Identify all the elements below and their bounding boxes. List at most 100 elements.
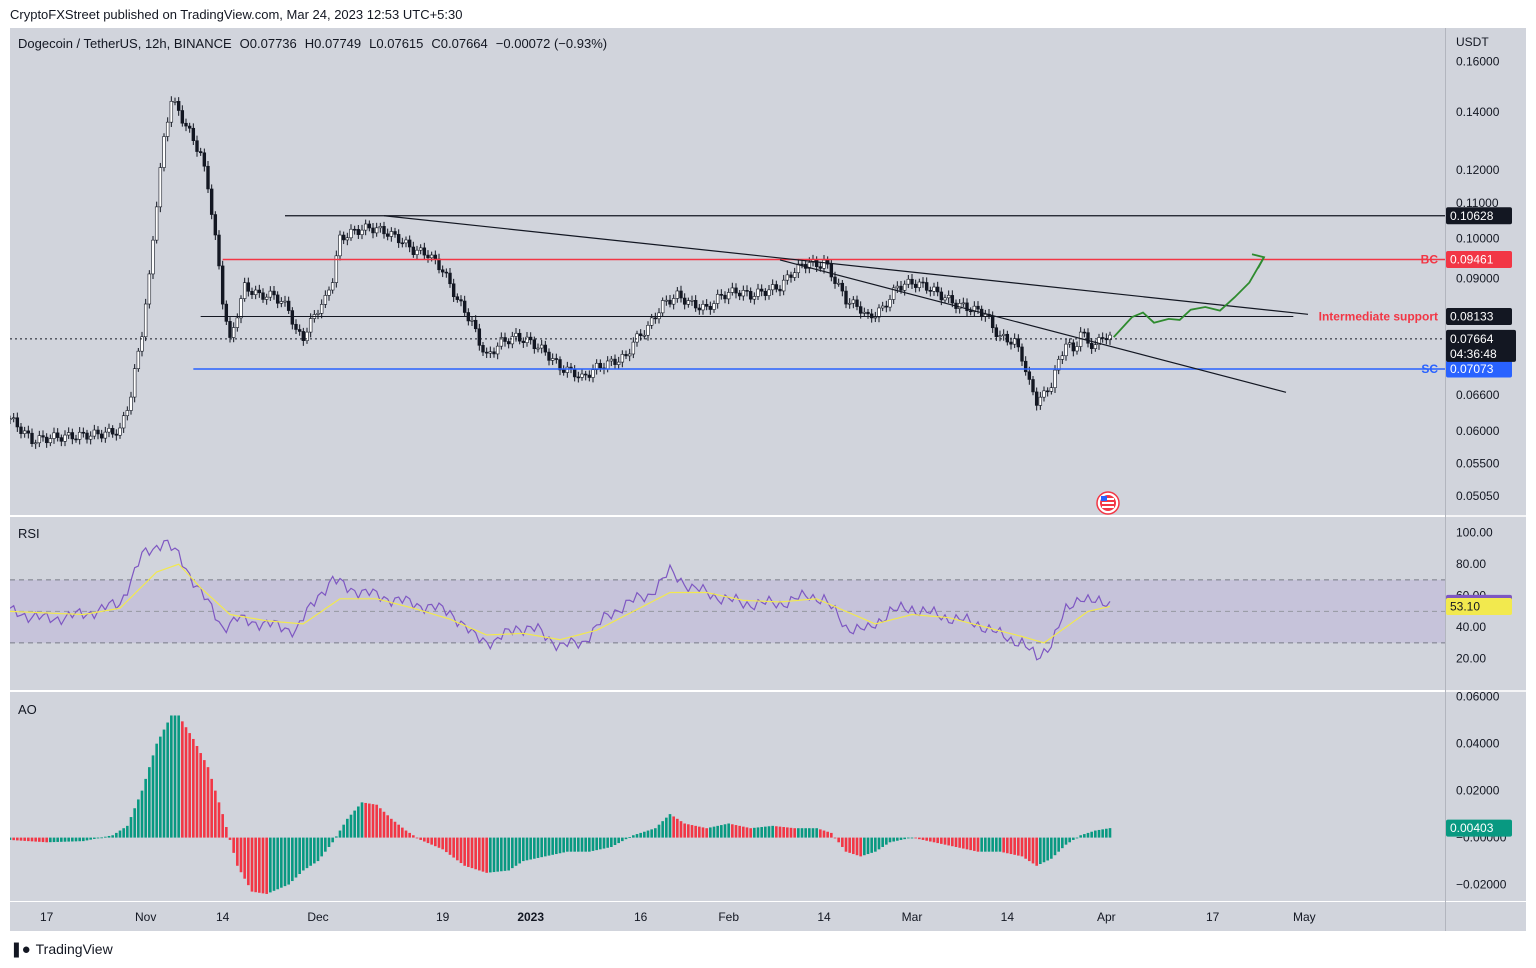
- ao-bar: [225, 827, 228, 838]
- candle: [279, 297, 284, 308]
- ao-bar: [74, 837, 78, 842]
- ao-bar: [294, 837, 298, 878]
- bc-price-badge[interactable]: 0.09461: [1446, 251, 1512, 269]
- candle: [374, 222, 379, 237]
- candle: [422, 242, 427, 260]
- price-pane[interactable]: [10, 28, 1445, 515]
- ao-bar: [731, 824, 734, 838]
- ao-pane[interactable]: [10, 692, 1445, 901]
- candle: [191, 123, 196, 146]
- ao-bar: [214, 790, 217, 838]
- ao-bar: [199, 753, 202, 838]
- candle: [1020, 343, 1024, 367]
- ao-bar: [1064, 837, 1068, 845]
- ao-bar: [533, 837, 536, 859]
- ao-bar: [1075, 837, 1079, 839]
- candle: [759, 284, 764, 297]
- ao-bar: [342, 824, 345, 838]
- ao-bar: [181, 721, 184, 838]
- ao-bar: [738, 825, 741, 838]
- ao-bar: [78, 837, 81, 842]
- change-value: −0.00072 (−0.93%): [496, 36, 607, 51]
- ao-value-badge[interactable]: 0.00403: [1446, 819, 1512, 837]
- intermediate-support-price-badge[interactable]: 0.08133: [1446, 307, 1512, 325]
- ao-bar: [368, 803, 371, 838]
- ao-bar: [217, 802, 221, 838]
- svg-text:04:36:48: 04:36:48: [1450, 347, 1497, 361]
- candle: [858, 301, 863, 319]
- rsi-pane[interactable]: [10, 517, 1445, 690]
- candle: [327, 286, 331, 301]
- tradingview-logo-icon: ❚●: [10, 941, 31, 958]
- ao-bar: [819, 829, 822, 838]
- tradingview-chart[interactable]: Dogecoin / TetherUS, 12h, BINANCE O0.0773…: [8, 28, 1526, 931]
- ao-bar: [540, 837, 543, 858]
- price-tick: 0.05050: [1456, 489, 1500, 503]
- sc-price-badge[interactable]: 0.07073: [1446, 360, 1512, 378]
- chart-container[interactable]: Dogecoin / TetherUS, 12h, BINANCE O0.0773…: [8, 28, 1526, 931]
- range-high-price-badge[interactable]: 0.10628: [1446, 207, 1512, 225]
- ao-bar: [709, 827, 712, 838]
- ao-bar: [888, 837, 892, 843]
- footer-brand[interactable]: ❚● TradingView: [10, 940, 113, 958]
- ao-bar: [1013, 837, 1016, 855]
- ao-label[interactable]: AO: [18, 702, 37, 717]
- candle: [349, 224, 353, 241]
- candle: [642, 330, 647, 340]
- rsi-ma-value-badge[interactable]: 53.10: [1446, 597, 1512, 615]
- ao-bar: [984, 837, 987, 852]
- candle: [272, 286, 276, 300]
- candle: [1086, 328, 1090, 348]
- ao-bar: [140, 790, 144, 838]
- candle: [30, 428, 34, 447]
- symbol-info[interactable]: Dogecoin / TetherUS, 12h, BINANCE O0.0773…: [18, 36, 607, 51]
- ao-bar: [280, 837, 283, 888]
- candle: [418, 244, 423, 255]
- ao-bar: [313, 837, 316, 864]
- price-axis[interactable]: [1446, 28, 1526, 901]
- candle: [400, 237, 405, 248]
- price-tick: 0.16000: [1456, 55, 1500, 69]
- candle: [1097, 333, 1101, 350]
- candle: [675, 287, 680, 303]
- rsi-label[interactable]: RSI: [18, 526, 40, 541]
- time-tick: Feb: [718, 910, 739, 924]
- ao-bar: [1017, 837, 1020, 856]
- descending-trendline[interactable]: [383, 215, 1309, 315]
- ao-bar: [162, 729, 166, 838]
- candle: [297, 324, 302, 336]
- candle: [363, 219, 368, 236]
- ao-bar: [496, 837, 499, 872]
- candle: [946, 290, 951, 304]
- ao-bar: [239, 837, 243, 873]
- time-tick: 19: [436, 910, 450, 924]
- price-tick: 0.11000: [1456, 196, 1499, 210]
- ao-bar: [804, 828, 807, 838]
- ao-bar: [947, 837, 950, 846]
- time-tick: 2023: [517, 910, 544, 924]
- ao-bar: [742, 826, 745, 838]
- ao-bar: [261, 837, 265, 894]
- candle: [66, 427, 71, 439]
- candle: [15, 412, 20, 432]
- candle: [789, 271, 793, 283]
- close-value: C0.07664: [431, 36, 487, 51]
- ao-bar: [841, 837, 844, 847]
- time-axis[interactable]: [10, 902, 1445, 931]
- ao-bar: [481, 837, 485, 872]
- candle: [514, 328, 518, 342]
- ao-bar: [665, 817, 668, 838]
- ao-bar: [148, 767, 151, 838]
- candle: [338, 230, 342, 261]
- descending-trendline-steep[interactable]: [779, 259, 1287, 393]
- candle: [1108, 331, 1112, 345]
- candle: [693, 295, 698, 312]
- flag-us-icon[interactable]: [1096, 491, 1120, 515]
- ao-bar: [401, 827, 404, 838]
- ao-bar: [500, 837, 503, 872]
- ao-bar: [907, 837, 910, 839]
- ao-bar: [580, 837, 584, 852]
- ao-bar: [727, 823, 730, 838]
- projection-arrow[interactable]: [1113, 256, 1265, 338]
